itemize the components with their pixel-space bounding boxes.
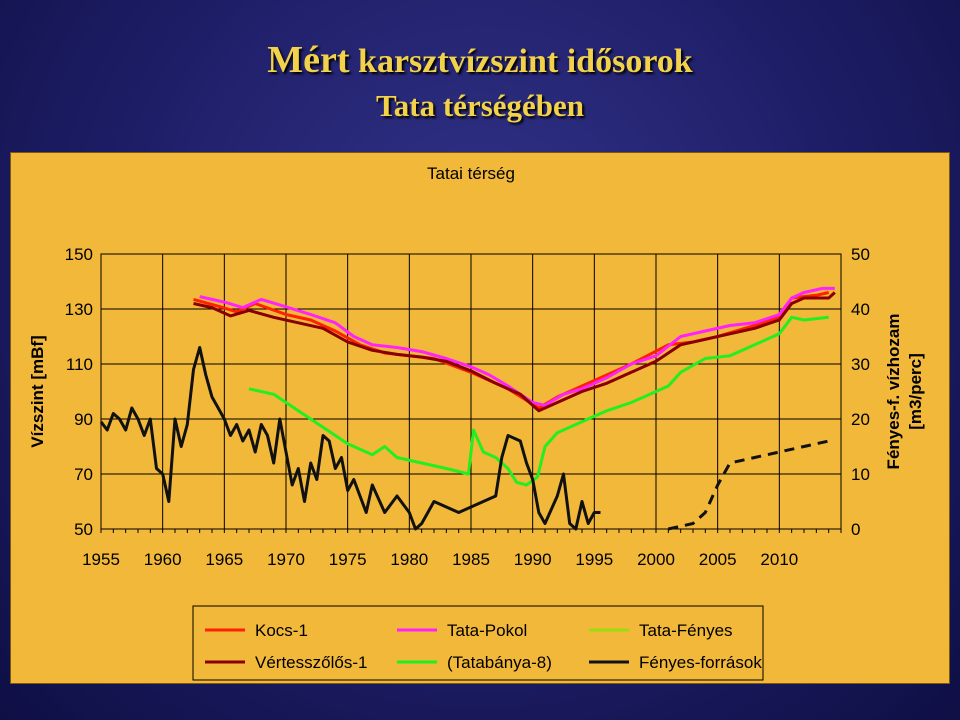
slide-title-rest: karsztvízszint idősorok	[358, 43, 693, 80]
y-tick-label: 70	[74, 465, 93, 484]
chart-title: Tatai térség	[427, 164, 515, 183]
legend-label: (Tatabánya-8)	[447, 653, 552, 672]
y-tick-label: 130	[65, 300, 93, 319]
legend-box	[192, 605, 764, 681]
x-tick-label: 1955	[82, 550, 120, 569]
x-tick-label: 2000	[637, 550, 675, 569]
x-tick-label: 1965	[205, 550, 243, 569]
slide-title-line-1: Mért karsztvízszint idősorok	[0, 38, 960, 84]
y2-tick-label: 0	[851, 520, 860, 539]
y-tick-label: 50	[74, 520, 93, 539]
legend-label: Vértesszőlős-1	[255, 653, 367, 672]
legend-label: Fényes-források	[639, 653, 762, 672]
series-line-4	[248, 315, 829, 487]
y-axis-label: Vízszint [mBf]	[28, 335, 47, 447]
y-tick-label: 110	[66, 355, 93, 374]
x-tick-label: 1970	[267, 550, 305, 569]
x-tick-label: 1995	[575, 550, 613, 569]
x-tick-label: 1975	[329, 550, 367, 569]
legend-label: Tata-Pokol	[447, 621, 527, 640]
y2-tick-label: 50	[851, 245, 870, 264]
x-tick-label: 1980	[390, 550, 428, 569]
chart-panel: Tatai térség 150 130 110 90 70 50 50 40 30 20 10 0 19…	[10, 152, 950, 684]
y-tick-label: 150	[65, 245, 93, 264]
x-tick-label: 2005	[699, 550, 737, 569]
series-line-3	[193, 291, 836, 413]
legend-label: Kocs-1	[255, 621, 308, 640]
y2-axis-label-line-2: [m3/perc]	[906, 353, 925, 430]
y2-axis-label-line-1: Fényes-f. vízhozam	[884, 314, 903, 470]
y2-tick-label: 20	[851, 410, 870, 429]
y2-tick-label: 30	[851, 355, 870, 374]
slide-title: Mért karsztvízszint idősorok Tata térség…	[0, 38, 960, 128]
y2-tick-label: 40	[851, 300, 870, 319]
slide-title-word-1: Mért	[267, 39, 350, 81]
x-tick-label: 2010	[760, 550, 798, 569]
series-line-5	[99, 346, 601, 531]
y-tick-label: 90	[74, 410, 93, 429]
y2-tick-label: 10	[851, 465, 870, 484]
series-line-1	[199, 286, 835, 407]
x-tick-label: 1990	[514, 550, 552, 569]
slide-title-line-2: Tata térségében	[375, 88, 585, 123]
chart-svg: Tatai térség1501301109070505040302010019…	[28, 164, 925, 681]
legend-label: Tata-Fényes	[639, 621, 733, 640]
x-tick-label: 1985	[452, 550, 490, 569]
x-tick-label: 1960	[144, 550, 182, 569]
series-line-6	[667, 439, 830, 531]
